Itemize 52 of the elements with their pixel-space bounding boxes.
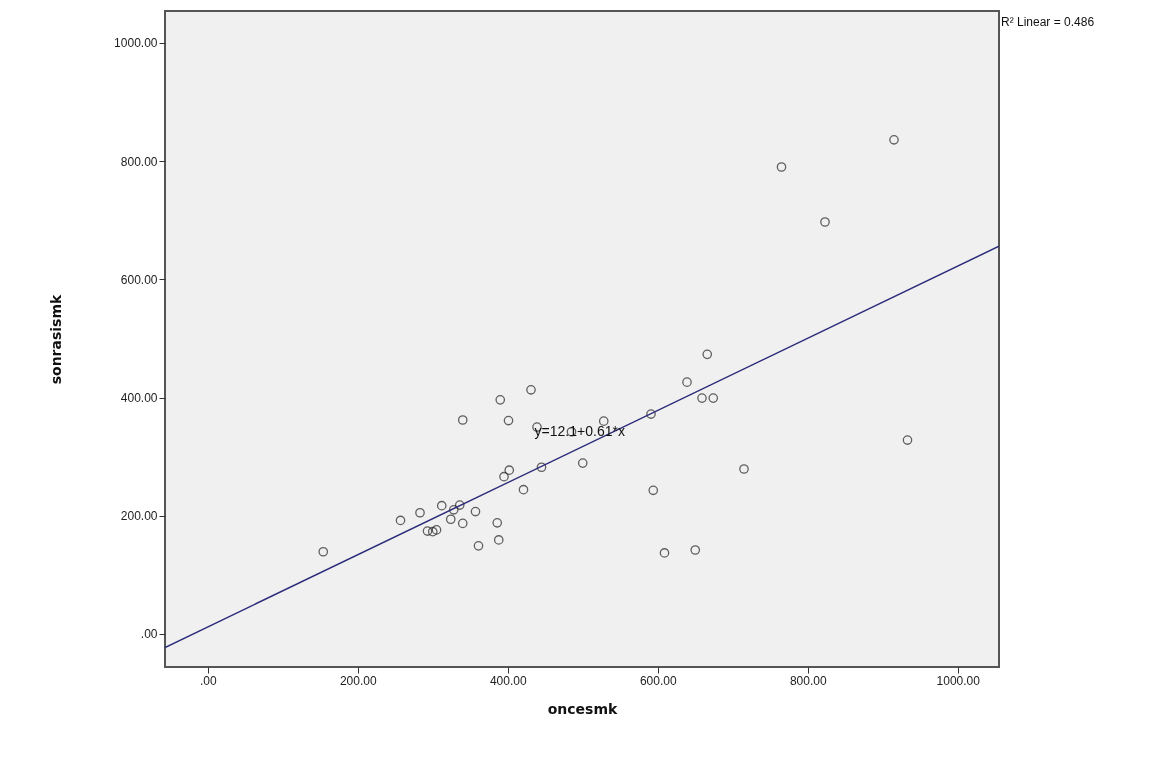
x-tick-label: 600.00 [639,673,677,688]
point [415,507,425,518]
point [739,464,749,474]
point [697,393,707,403]
point [708,393,719,403]
point [431,525,442,535]
point [457,518,468,529]
y-tick-label: 400.00 [120,391,158,406]
point [470,506,481,517]
point [445,514,456,525]
point [889,135,899,145]
point [536,462,547,473]
point [495,395,506,405]
point [473,541,484,551]
point [504,465,515,476]
point [648,485,659,496]
point [646,409,656,419]
point [682,377,692,387]
point [820,217,830,227]
point [457,415,468,425]
x-tick-label: 200.00 [339,673,377,688]
y-tick-label: 200.00 [120,509,158,524]
point [493,535,504,545]
text: R² Linear = 0.486 [1001,15,1095,29]
y-tick-label: 1000.00 [114,36,158,51]
x-tick-label: 1000.00 [936,673,981,688]
point [518,484,529,495]
point [427,526,438,537]
y-tick-label: .00 [140,627,158,642]
point [422,526,433,536]
point [454,500,465,510]
point [492,517,503,528]
point [902,435,913,445]
x-tick-label: .00 [199,673,217,688]
point [776,162,787,172]
point [318,546,329,557]
y-tick-label: 600.00 [120,272,158,287]
point [702,349,713,360]
point [526,385,536,395]
point [395,515,406,526]
x-axis-title: oncesmk [547,700,618,717]
point [503,415,514,426]
y-axis-title: sonrasismk [48,294,65,385]
point [499,471,509,482]
x-tick-label: 400.00 [489,673,527,688]
point [436,500,447,511]
y-tick-label: 800.00 [120,154,158,169]
point [577,458,588,468]
point [448,504,459,515]
point [659,548,670,558]
point [690,545,701,555]
x-tick-label: 800.00 [789,673,827,688]
